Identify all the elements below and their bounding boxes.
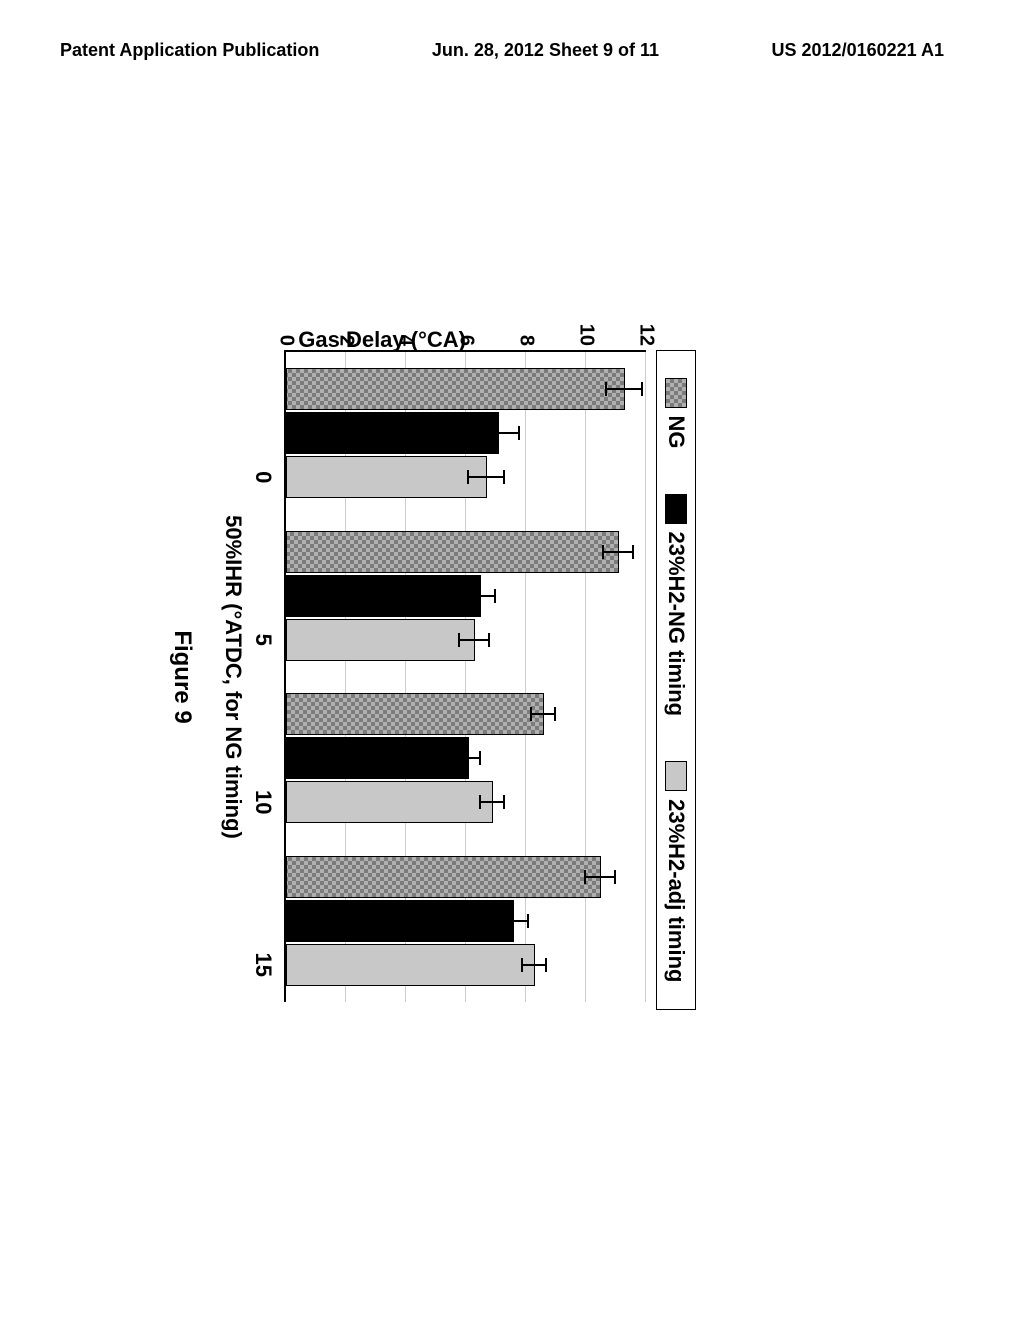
error-bar <box>604 551 634 553</box>
error-cap <box>497 914 499 928</box>
bar <box>286 737 469 779</box>
bar <box>286 456 487 498</box>
y-tick-label: 4 <box>395 335 418 346</box>
bar <box>286 944 535 986</box>
error-cap <box>479 795 481 809</box>
header-right: US 2012/0160221 A1 <box>772 40 944 61</box>
error-cap <box>455 751 457 765</box>
bar <box>286 900 514 942</box>
y-tick-label: 0 <box>275 335 298 346</box>
chart-legend: NG 23%H2-NG timing 23%H2-adj timing <box>656 350 696 1010</box>
bar <box>286 781 493 823</box>
legend-label: NG <box>663 416 689 449</box>
error-cap <box>641 382 643 396</box>
y-tick-label: 6 <box>455 335 478 346</box>
x-tick-label: 15 <box>250 953 276 977</box>
error-cap <box>503 470 505 484</box>
error-cap <box>458 633 460 647</box>
x-axis-label: 50%IHR (°ATDC, for NG timing) <box>220 515 246 839</box>
bar <box>286 531 619 573</box>
error-cap <box>602 545 604 559</box>
error-bar <box>478 432 520 434</box>
figure-caption: Figure 9 <box>168 630 196 723</box>
error-cap <box>530 707 532 721</box>
error-cap <box>494 589 496 603</box>
header-left: Patent Application Publication <box>60 40 319 61</box>
error-cap <box>554 707 556 721</box>
gridline <box>645 352 646 1002</box>
bar <box>286 619 475 661</box>
x-tick-label: 10 <box>250 790 276 814</box>
error-cap <box>464 589 466 603</box>
chart-wrapper: NG 23%H2-NG timing 23%H2-adj timing Gas … <box>284 290 696 890</box>
page-header: Patent Application Publication Jun. 28, … <box>60 40 944 61</box>
header-center: Jun. 28, 2012 Sheet 9 of 11 <box>432 40 659 61</box>
error-cap <box>488 633 490 647</box>
error-cap <box>614 870 616 884</box>
error-bar <box>532 713 556 715</box>
error-bar <box>469 476 505 478</box>
legend-item-h2-adj: 23%H2-adj timing <box>663 761 689 982</box>
legend-item-h2-ng: 23%H2-NG timing <box>663 494 689 717</box>
error-cap <box>545 958 547 972</box>
bar <box>286 693 544 735</box>
error-cap <box>632 545 634 559</box>
y-axis-label: Gas Delay (°CA) <box>298 327 466 353</box>
error-cap <box>527 914 529 928</box>
gridline <box>525 352 526 1002</box>
error-cap <box>521 958 523 972</box>
figure-rotated-container: NG 23%H2-NG timing 23%H2-adj timing Gas … <box>100 200 880 980</box>
y-tick-label: 2 <box>335 335 358 346</box>
gridline <box>585 352 586 1002</box>
error-cap <box>479 751 481 765</box>
legend-swatch-solid-icon <box>665 494 687 524</box>
bar <box>286 575 481 617</box>
bar <box>286 368 625 410</box>
x-tick-label: 0 <box>250 471 276 483</box>
error-bar <box>499 920 529 922</box>
error-bar <box>460 639 490 641</box>
error-bar <box>466 595 496 597</box>
legend-swatch-light-icon <box>665 761 687 791</box>
y-tick-label: 12 <box>635 324 658 346</box>
error-bar <box>457 757 481 759</box>
error-cap <box>584 870 586 884</box>
x-tick-label: 5 <box>250 634 276 646</box>
error-cap <box>605 382 607 396</box>
error-bar <box>523 964 547 966</box>
legend-item-ng: NG <box>663 378 689 449</box>
y-tick-label: 8 <box>515 335 538 346</box>
error-cap <box>503 795 505 809</box>
bar <box>286 412 499 454</box>
legend-label: 23%H2-NG timing <box>663 532 689 717</box>
error-cap <box>518 426 520 440</box>
error-bar <box>586 876 616 878</box>
error-cap <box>476 426 478 440</box>
y-tick-label: 10 <box>575 324 598 346</box>
legend-label: 23%H2-adj timing <box>663 799 689 982</box>
error-bar <box>481 801 505 803</box>
error-bar <box>607 388 643 390</box>
chart-plot-area: Gas Delay (°CA) 50%IHR (°ATDC, for NG ti… <box>284 350 646 1002</box>
bar <box>286 856 601 898</box>
error-cap <box>467 470 469 484</box>
legend-swatch-hatch-icon <box>665 378 687 408</box>
